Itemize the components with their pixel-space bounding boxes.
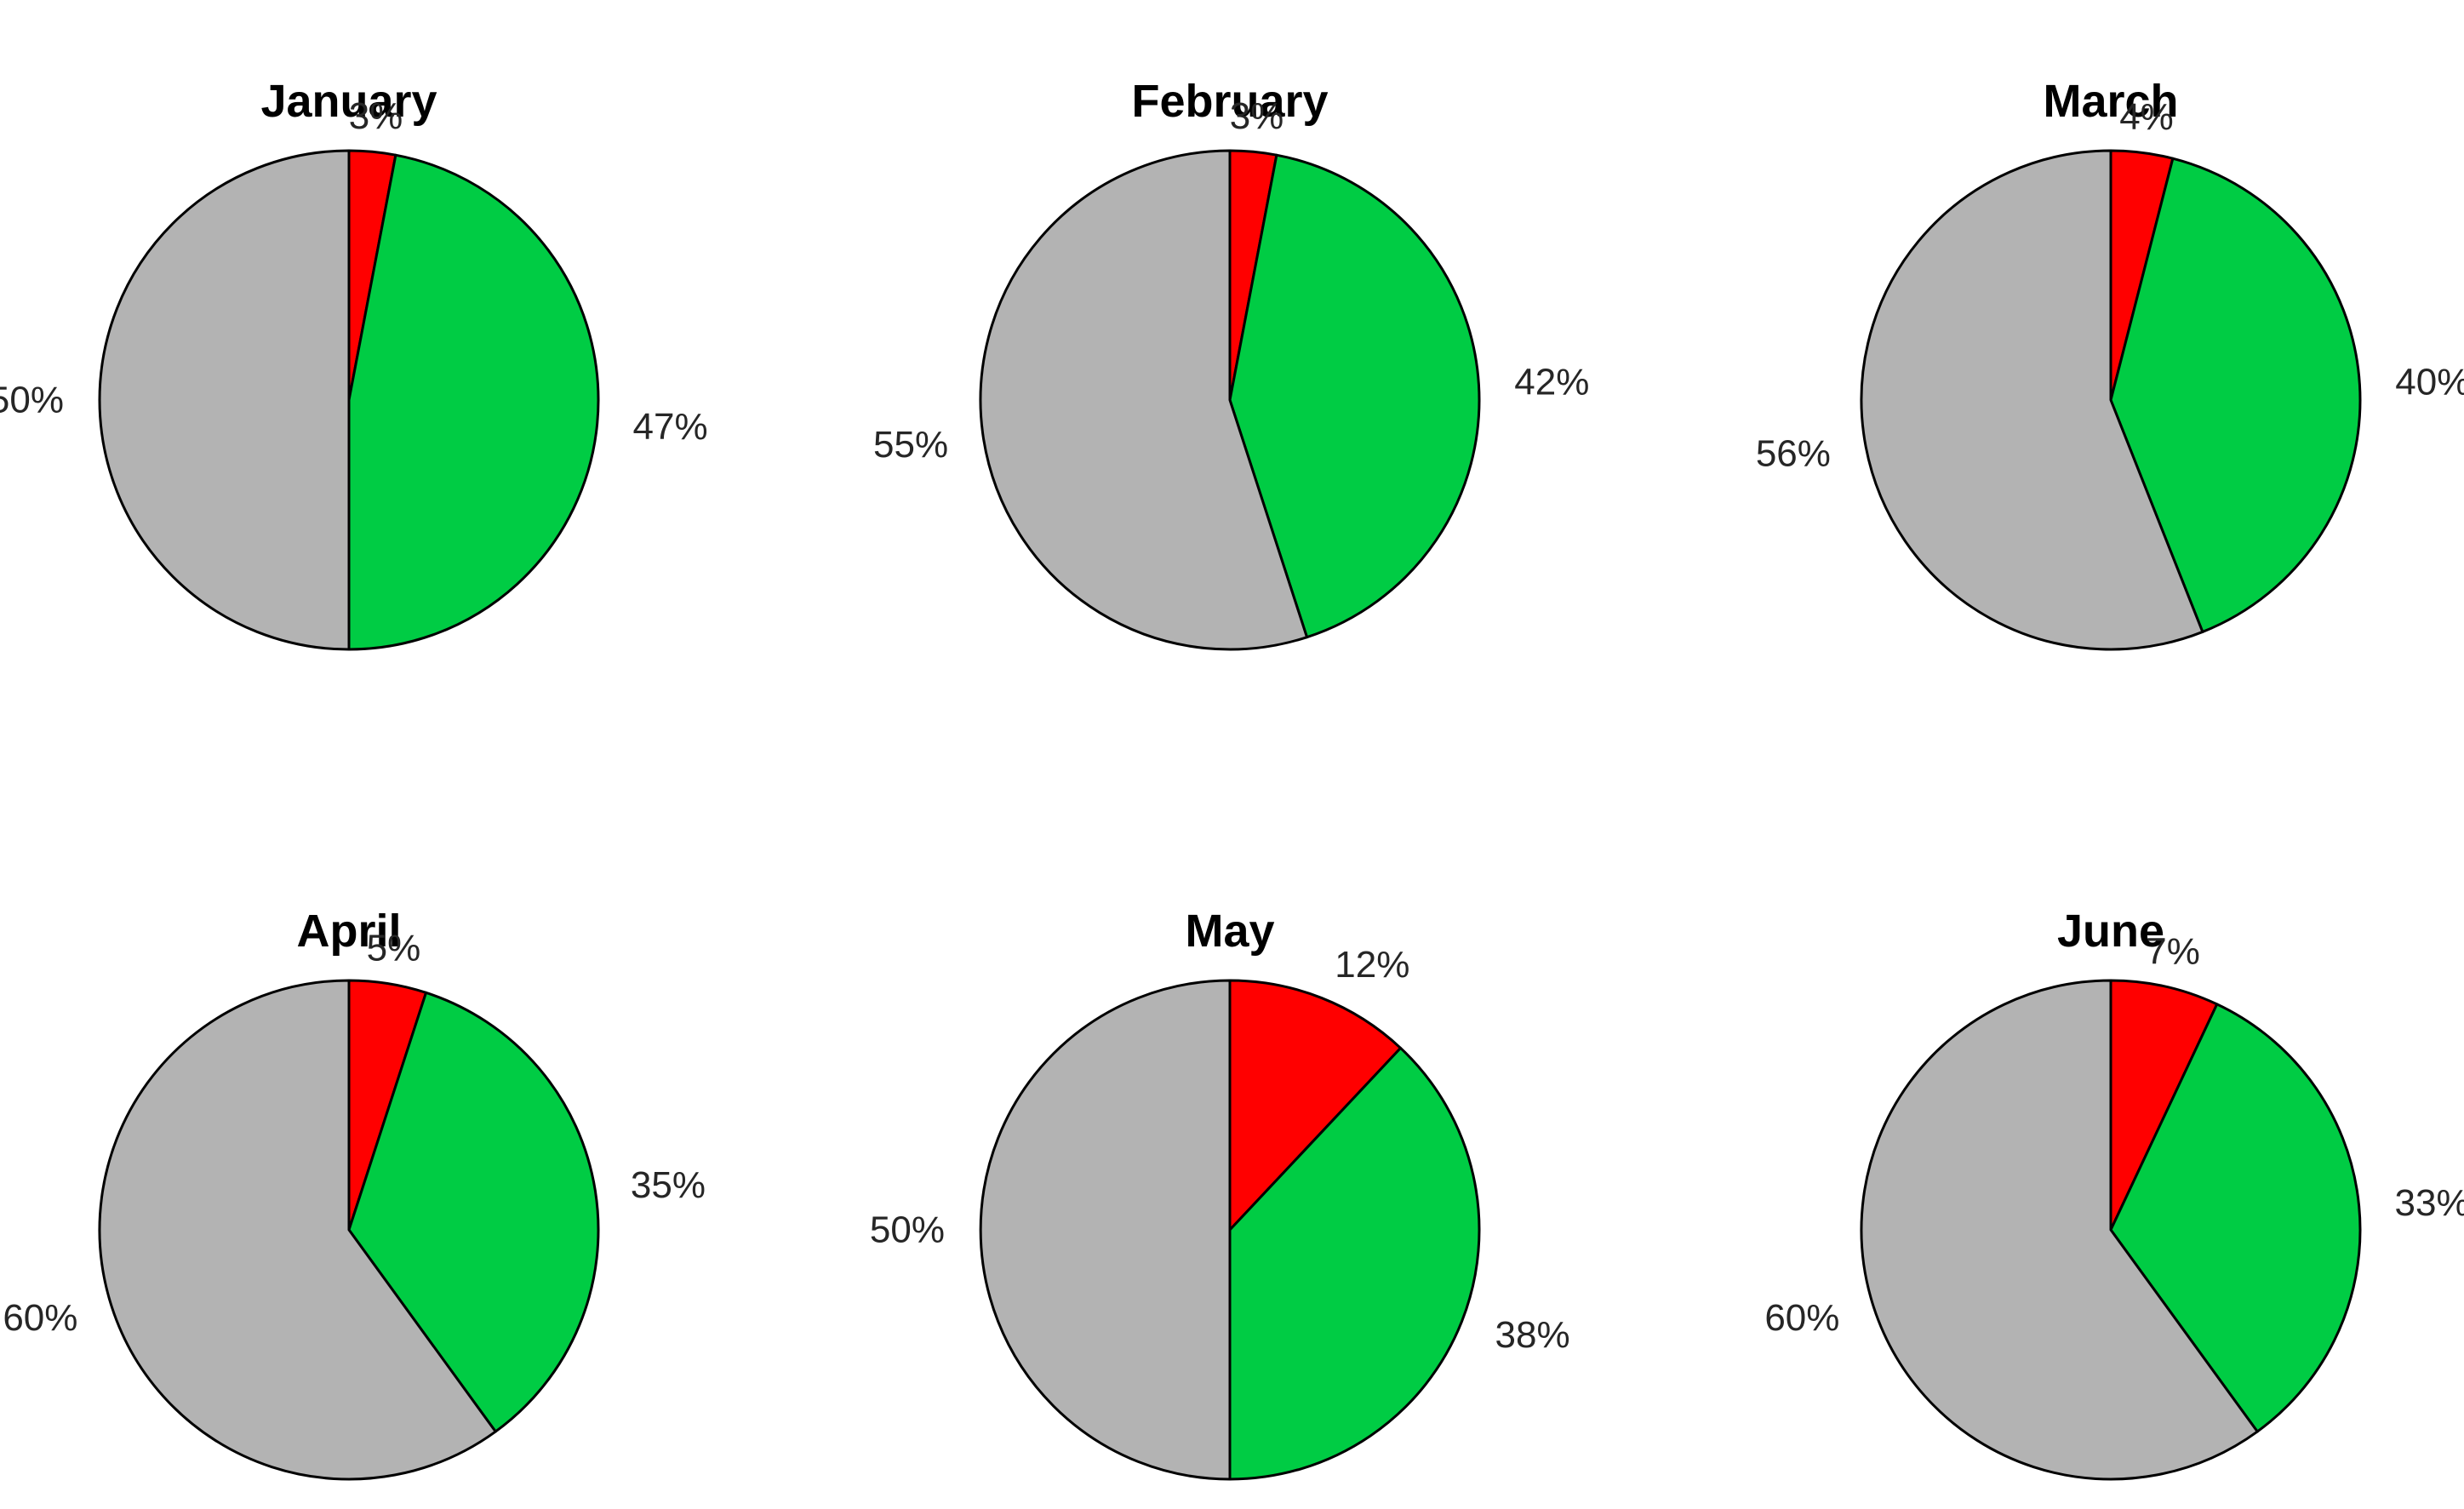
pie-may: May 12% 38% 50%: [870, 906, 1570, 1481]
pie-june-title: June: [2057, 906, 2164, 957]
pie-february-slice-1: [1228, 153, 1481, 639]
pie-may-slice-2: [979, 979, 1232, 1481]
pie-april-slice-1: [347, 991, 600, 1433]
pie-may-label-2: 50%: [870, 1209, 945, 1251]
pie-june-slice-0: [2109, 979, 2219, 1232]
pie-june-label-2: 60%: [1764, 1297, 1839, 1339]
pie-january-label-0: 3%: [349, 95, 403, 137]
pie-march-label-0: 4%: [2119, 96, 2174, 138]
pie-february-slice-2: [979, 149, 1309, 651]
pie-april-label-1: 35%: [631, 1164, 706, 1206]
pie-april-label-2: 60%: [3, 1297, 77, 1339]
pie-january-slice-1: [347, 153, 600, 651]
pie-january-label-1: 47%: [633, 406, 708, 448]
pie-april-label-0: 5%: [367, 928, 421, 969]
pie-april-title: April: [296, 906, 401, 957]
pie-january-label-2: 50%: [0, 380, 64, 421]
pie-june-label-0: 7%: [2146, 931, 2200, 973]
pie-february-label-2: 55%: [873, 424, 948, 466]
pie-june-label-1: 33%: [2395, 1182, 2464, 1224]
pie-march-slice-1: [2109, 157, 2362, 633]
pie-april-slice-2: [98, 979, 497, 1481]
pie-may-title: May: [1185, 906, 1274, 957]
pie-may-label-1: 38%: [1495, 1314, 1570, 1356]
pie-march-label-1: 40%: [2395, 362, 2464, 403]
pie-february-title: February: [1131, 76, 1328, 127]
pie-january-title: January: [260, 76, 437, 127]
pie-february-label-0: 3%: [1230, 95, 1284, 137]
pie-june-slice-2: [1860, 979, 2259, 1481]
pie-march-label-2: 56%: [1756, 432, 1831, 474]
pie-may-slice-1: [1228, 1046, 1481, 1481]
pie-may-label-0: 12%: [1335, 944, 1409, 986]
pie-june-slice-1: [2109, 1003, 2362, 1433]
pie-march-slice-2: [1860, 149, 2204, 651]
pie-january-slice-2: [98, 149, 351, 651]
pie-may-slice-0: [1228, 979, 1403, 1232]
pie-march-title: March: [2043, 76, 2178, 127]
pie-february-label-1: 42%: [1514, 362, 1589, 403]
